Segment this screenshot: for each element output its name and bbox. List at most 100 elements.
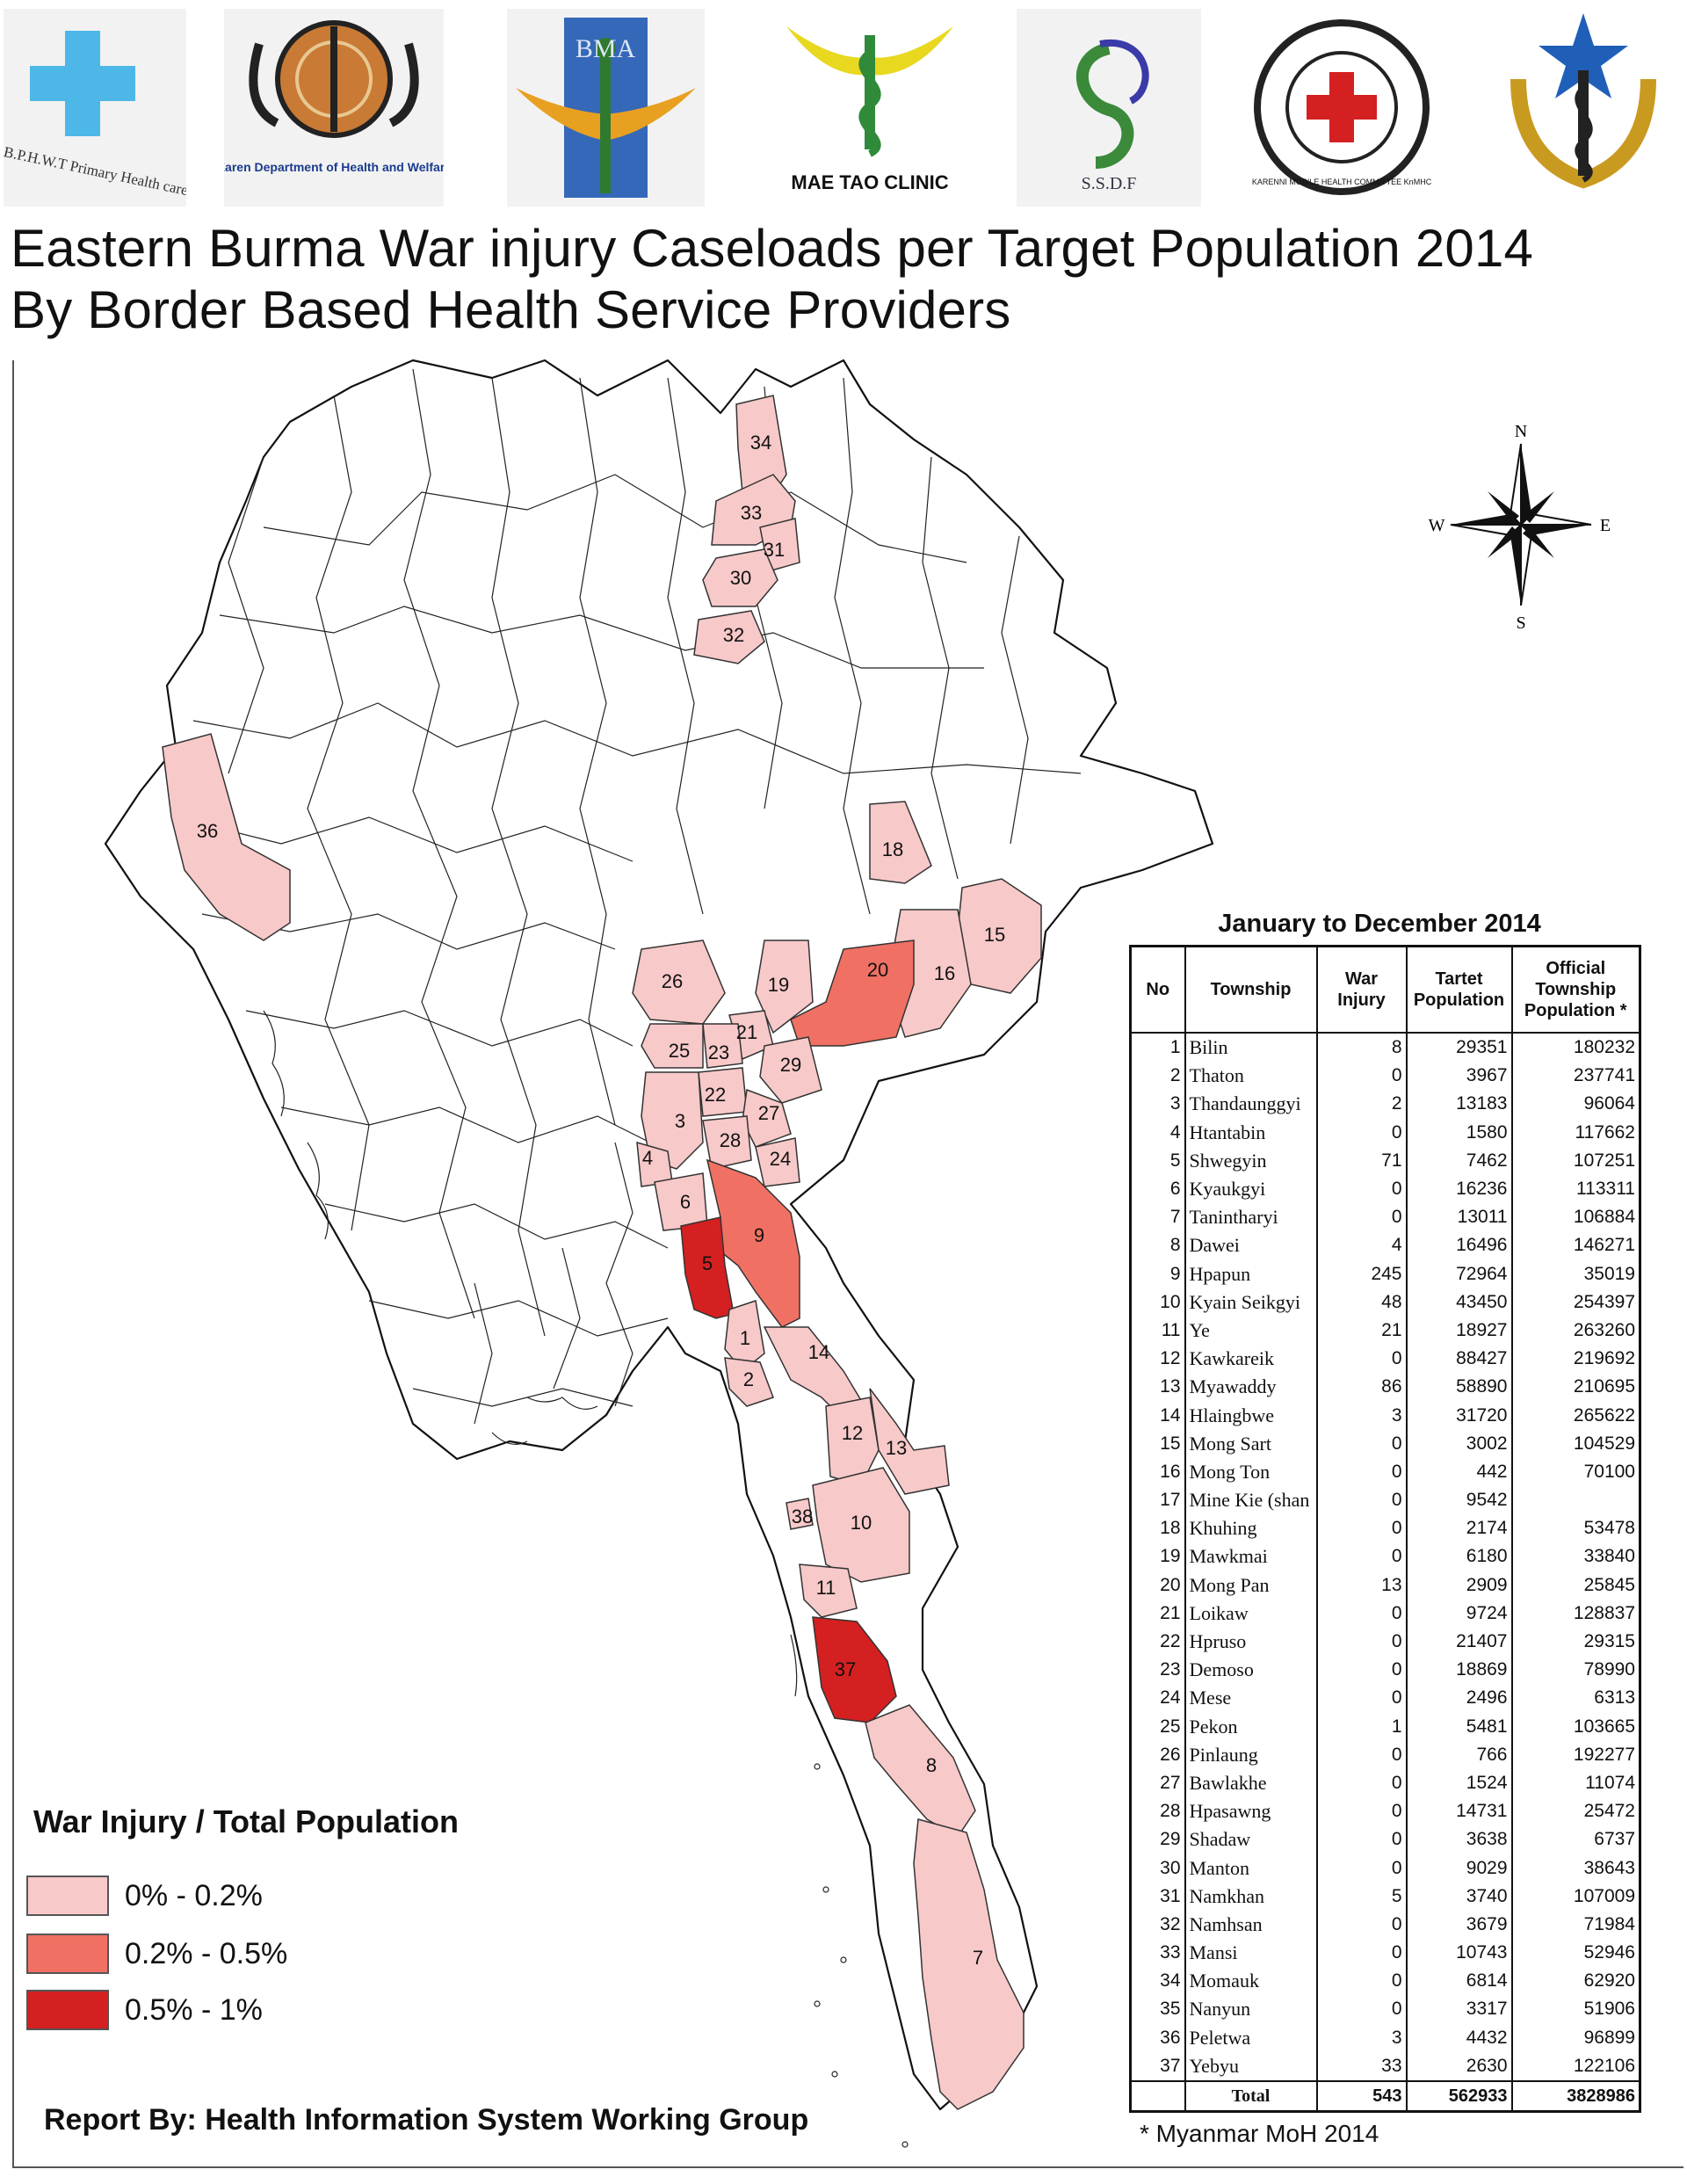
cell-township: Nanyun: [1184, 1995, 1318, 2024]
cell-war-injury: 3: [1315, 2023, 1408, 2052]
table-row: 1 Bilin 8 29351 180232: [1129, 1033, 1641, 1063]
table-row: 20 Mong Pan 13 2909 25845: [1129, 1571, 1641, 1600]
cell-no: 21: [1129, 1599, 1186, 1628]
cell-war-injury: 4: [1315, 1231, 1408, 1260]
cell-township: Mese: [1184, 1684, 1318, 1713]
township-region-10[interactable]: [812, 1467, 910, 1583]
title-line-2: By Border Based Health Service Providers: [11, 280, 1011, 339]
cell-war-injury: 0: [1315, 1656, 1408, 1685]
township-region-13[interactable]: [869, 1388, 950, 1495]
township-region-12[interactable]: [825, 1397, 880, 1486]
cell-war-injury: 0: [1315, 1514, 1408, 1543]
township-label-28: 28: [720, 1129, 741, 1151]
cell-target-population: 6180: [1405, 1542, 1513, 1571]
cell-no: 8: [1129, 1231, 1186, 1260]
cell-township: Mawkmai: [1184, 1542, 1318, 1571]
township-region-23[interactable]: [702, 1023, 743, 1069]
table-row: 7 Tanintharyi 0 13011 106884: [1129, 1203, 1641, 1232]
township-region-7[interactable]: [913, 1818, 1025, 2110]
township-label-22: 22: [705, 1084, 726, 1106]
compass-rose: N S E W: [1429, 422, 1611, 633]
compass-n: N: [1515, 422, 1527, 441]
cell-township: Namkhan: [1184, 1882, 1318, 1911]
table-row: 15 Mong Sart 0 3002 104529: [1129, 1429, 1641, 1458]
cell-no: 34: [1129, 1967, 1186, 1996]
township-region-28[interactable]: [702, 1115, 752, 1170]
township-number-labels: 34 33 31 30 32 36 18 15 16 20 26 19 21 2…: [197, 432, 1005, 1969]
cell-target-population: 766: [1405, 1740, 1513, 1769]
township-region-11[interactable]: [799, 1564, 858, 1618]
cell-war-injury: 0: [1315, 1627, 1408, 1657]
coastline-islands: [263, 1010, 909, 2148]
township-region-32[interactable]: [693, 610, 765, 664]
table-footnote: * Myanmar MoH 2014: [1140, 2120, 1379, 2147]
mae-tao-clinic-logo: MAE TAO CLINIC: [773, 9, 967, 207]
map: 34 33 31 30 32 36 18 15 16 20 26 19 21 2…: [104, 359, 1611, 2148]
township-region-25[interactable]: [641, 1023, 704, 1069]
table-header-row: No Township War Injury Tartet Population…: [1129, 945, 1641, 1034]
cell-war-injury: 245: [1315, 1259, 1408, 1288]
cell-war-injury: 0: [1315, 1797, 1408, 1826]
township-label-19: 19: [768, 974, 789, 996]
cell-war-injury: 33: [1315, 2051, 1408, 2081]
cell-target-population: 16496: [1405, 1231, 1513, 1260]
cell-official-population: 107251: [1510, 1146, 1641, 1175]
cell-official-population: 25845: [1510, 1571, 1641, 1600]
bma-logo: BMA: [507, 9, 705, 207]
legend-label-low: 0% - 0.2%: [125, 1878, 263, 1912]
township-region-30[interactable]: [702, 548, 778, 607]
table-row: 4 Htantabin 0 1580 117662: [1129, 1118, 1641, 1147]
cell-township: Loikaw: [1184, 1599, 1318, 1628]
cell-no: 37: [1129, 2051, 1186, 2081]
cell-no: 1: [1129, 1033, 1186, 1063]
cell-war-injury: 0: [1315, 1203, 1408, 1232]
table-row: 29 Shadaw 0 3638 6737: [1129, 1825, 1641, 1854]
cell-war-injury: 71: [1315, 1146, 1408, 1175]
township-label-29: 29: [780, 1054, 801, 1076]
township-region-38[interactable]: [786, 1498, 814, 1530]
township-region-19[interactable]: [755, 940, 814, 1034]
legend-swatch-medium: [26, 1934, 109, 1974]
legend-item-high: 0.5% - 1%: [26, 1990, 263, 2030]
table-row: 14 Hlaingbwe 3 31720 265622: [1129, 1401, 1641, 1430]
cell-no: 17: [1129, 1486, 1186, 1515]
cell-no: 33: [1129, 1939, 1186, 1968]
township-region-18[interactable]: [869, 801, 932, 884]
cell-target-population: 442: [1405, 1457, 1513, 1486]
table-row: 27 Bawlakhe 0 1524 11074: [1129, 1768, 1641, 1798]
table-row: 13 Myawaddy 86 58890 210695: [1129, 1373, 1641, 1402]
cell-no: 3: [1129, 1090, 1186, 1119]
cell-no: 9: [1129, 1259, 1186, 1288]
cell-no: 12: [1129, 1345, 1186, 1374]
township-label-15: 15: [984, 924, 1005, 946]
township-region-36[interactable]: [162, 733, 291, 941]
myanmar-base: [104, 359, 1214, 2111]
cell-township: Hpruso: [1184, 1627, 1318, 1657]
cell-official-population: 52946: [1510, 1939, 1641, 1968]
cell-war-injury: 0: [1315, 1854, 1408, 1883]
cell-township: Momauk: [1184, 1967, 1318, 1996]
township-region-24[interactable]: [755, 1137, 800, 1187]
township-region-2[interactable]: [724, 1357, 774, 1407]
township-region-5[interactable]: [680, 1216, 735, 1319]
cell-official-population: 128837: [1510, 1599, 1641, 1628]
cell-no: 26: [1129, 1740, 1186, 1769]
township-region-29[interactable]: [759, 1036, 822, 1104]
logo-caption: Karen Department of Health and Welfare: [224, 160, 444, 174]
cell-target-population: 3679: [1405, 1910, 1513, 1939]
cell-war-injury: 0: [1315, 1174, 1408, 1204]
cell-target-population: 43450: [1405, 1288, 1513, 1317]
table-row: 9 Hpapun 245 72964 35019: [1129, 1259, 1641, 1288]
township-label-14: 14: [808, 1341, 829, 1363]
cell-township: Pekon: [1184, 1712, 1318, 1741]
cell-no: 31: [1129, 1882, 1186, 1911]
township-region-20[interactable]: [790, 940, 915, 1047]
cell-no: 23: [1129, 1656, 1186, 1685]
table-row: 5 Shwegyin 71 7462 107251: [1129, 1146, 1641, 1175]
table-row: 22 Hpruso 0 21407 29315: [1129, 1627, 1641, 1657]
township-region-27[interactable]: [742, 1088, 792, 1148]
cell-official-population: 96899: [1510, 2023, 1641, 2052]
township-label-20: 20: [867, 959, 888, 981]
cell-township: Shwegyin: [1184, 1146, 1318, 1175]
cell-target-population: 3638: [1405, 1825, 1513, 1854]
